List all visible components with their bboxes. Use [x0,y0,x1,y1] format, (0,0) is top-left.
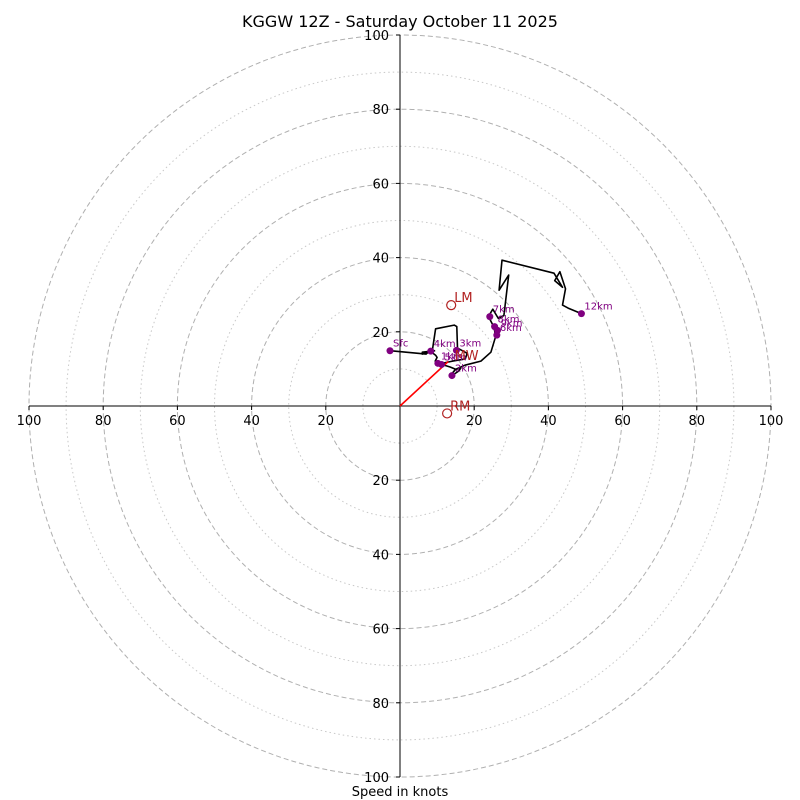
height-marker-label: Sfc [393,339,408,350]
x-tick-label: 100 [759,414,784,429]
storm-motion-markers: LM RM MW [442,291,479,419]
height-marker-label: 1km [441,351,463,362]
x-tick-label: 60 [169,414,186,429]
y-tick-label: 100 [364,29,389,44]
height-marker-dot [486,313,494,321]
bulk-shear-line [399,360,449,407]
height-marker-label: 12km [584,302,612,313]
height-marker-label: 4km [434,339,456,350]
height-marker-dot [577,310,585,318]
height-marker-label: 2km [455,364,477,375]
x-tick-label: 40 [540,414,557,429]
y-tick-label: 40 [372,548,389,563]
height-marker-label: 3km [459,338,481,349]
shear-vector [399,360,449,407]
y-tick-label: 40 [372,252,389,267]
y-tick-label: 20 [372,474,389,489]
x-tick-label: 80 [689,414,706,429]
storm-motion-label: RM [450,399,470,414]
height-marker-dot [494,326,502,334]
x-tick-label: 80 [95,414,112,429]
hodograph-line-low-levels [421,324,469,365]
y-tick-label: 100 [364,771,389,786]
height-marker-label: 6km [500,323,522,334]
y-tick-label: 20 [372,326,389,341]
storm-motion-circle [446,299,457,311]
x-tick-label: 20 [318,414,335,429]
x-axis-label: Speed in knots [352,785,449,800]
height-marker-label: 7km [493,305,515,316]
x-tick-label: 100 [17,414,42,429]
height-marker-label: 5km [445,352,467,363]
height-marker-dot [452,346,460,354]
storm-motion-label: LM [454,291,472,306]
y-tick-label: 80 [372,103,389,118]
height-marker-dot [438,360,446,368]
storm-motion-circle [442,408,453,419]
height-marker-dot [448,372,456,380]
height-marker-dot [427,347,435,355]
height-marker-label: 8km [498,315,520,326]
hodograph-trace [389,259,582,377]
x-tick-label: 60 [614,414,631,429]
tick-labels: 100 80 60 40 20 20 40 60 80 100 100 80 60 40 20 20 40 60 8… [17,29,784,786]
x-tick-label: 20 [466,414,483,429]
x-tick-label: 40 [243,414,260,429]
hodograph-line [389,259,582,377]
height-marker-label: 9km [501,318,523,329]
chart-title: KGGW 12Z - Saturday October 11 2025 [242,12,558,31]
y-tick-label: 80 [372,697,389,712]
height-marker-dot [386,347,394,355]
storm-motion-label: MW [455,349,479,364]
y-tick-label: 60 [372,177,389,192]
y-tick-label: 60 [372,623,389,638]
